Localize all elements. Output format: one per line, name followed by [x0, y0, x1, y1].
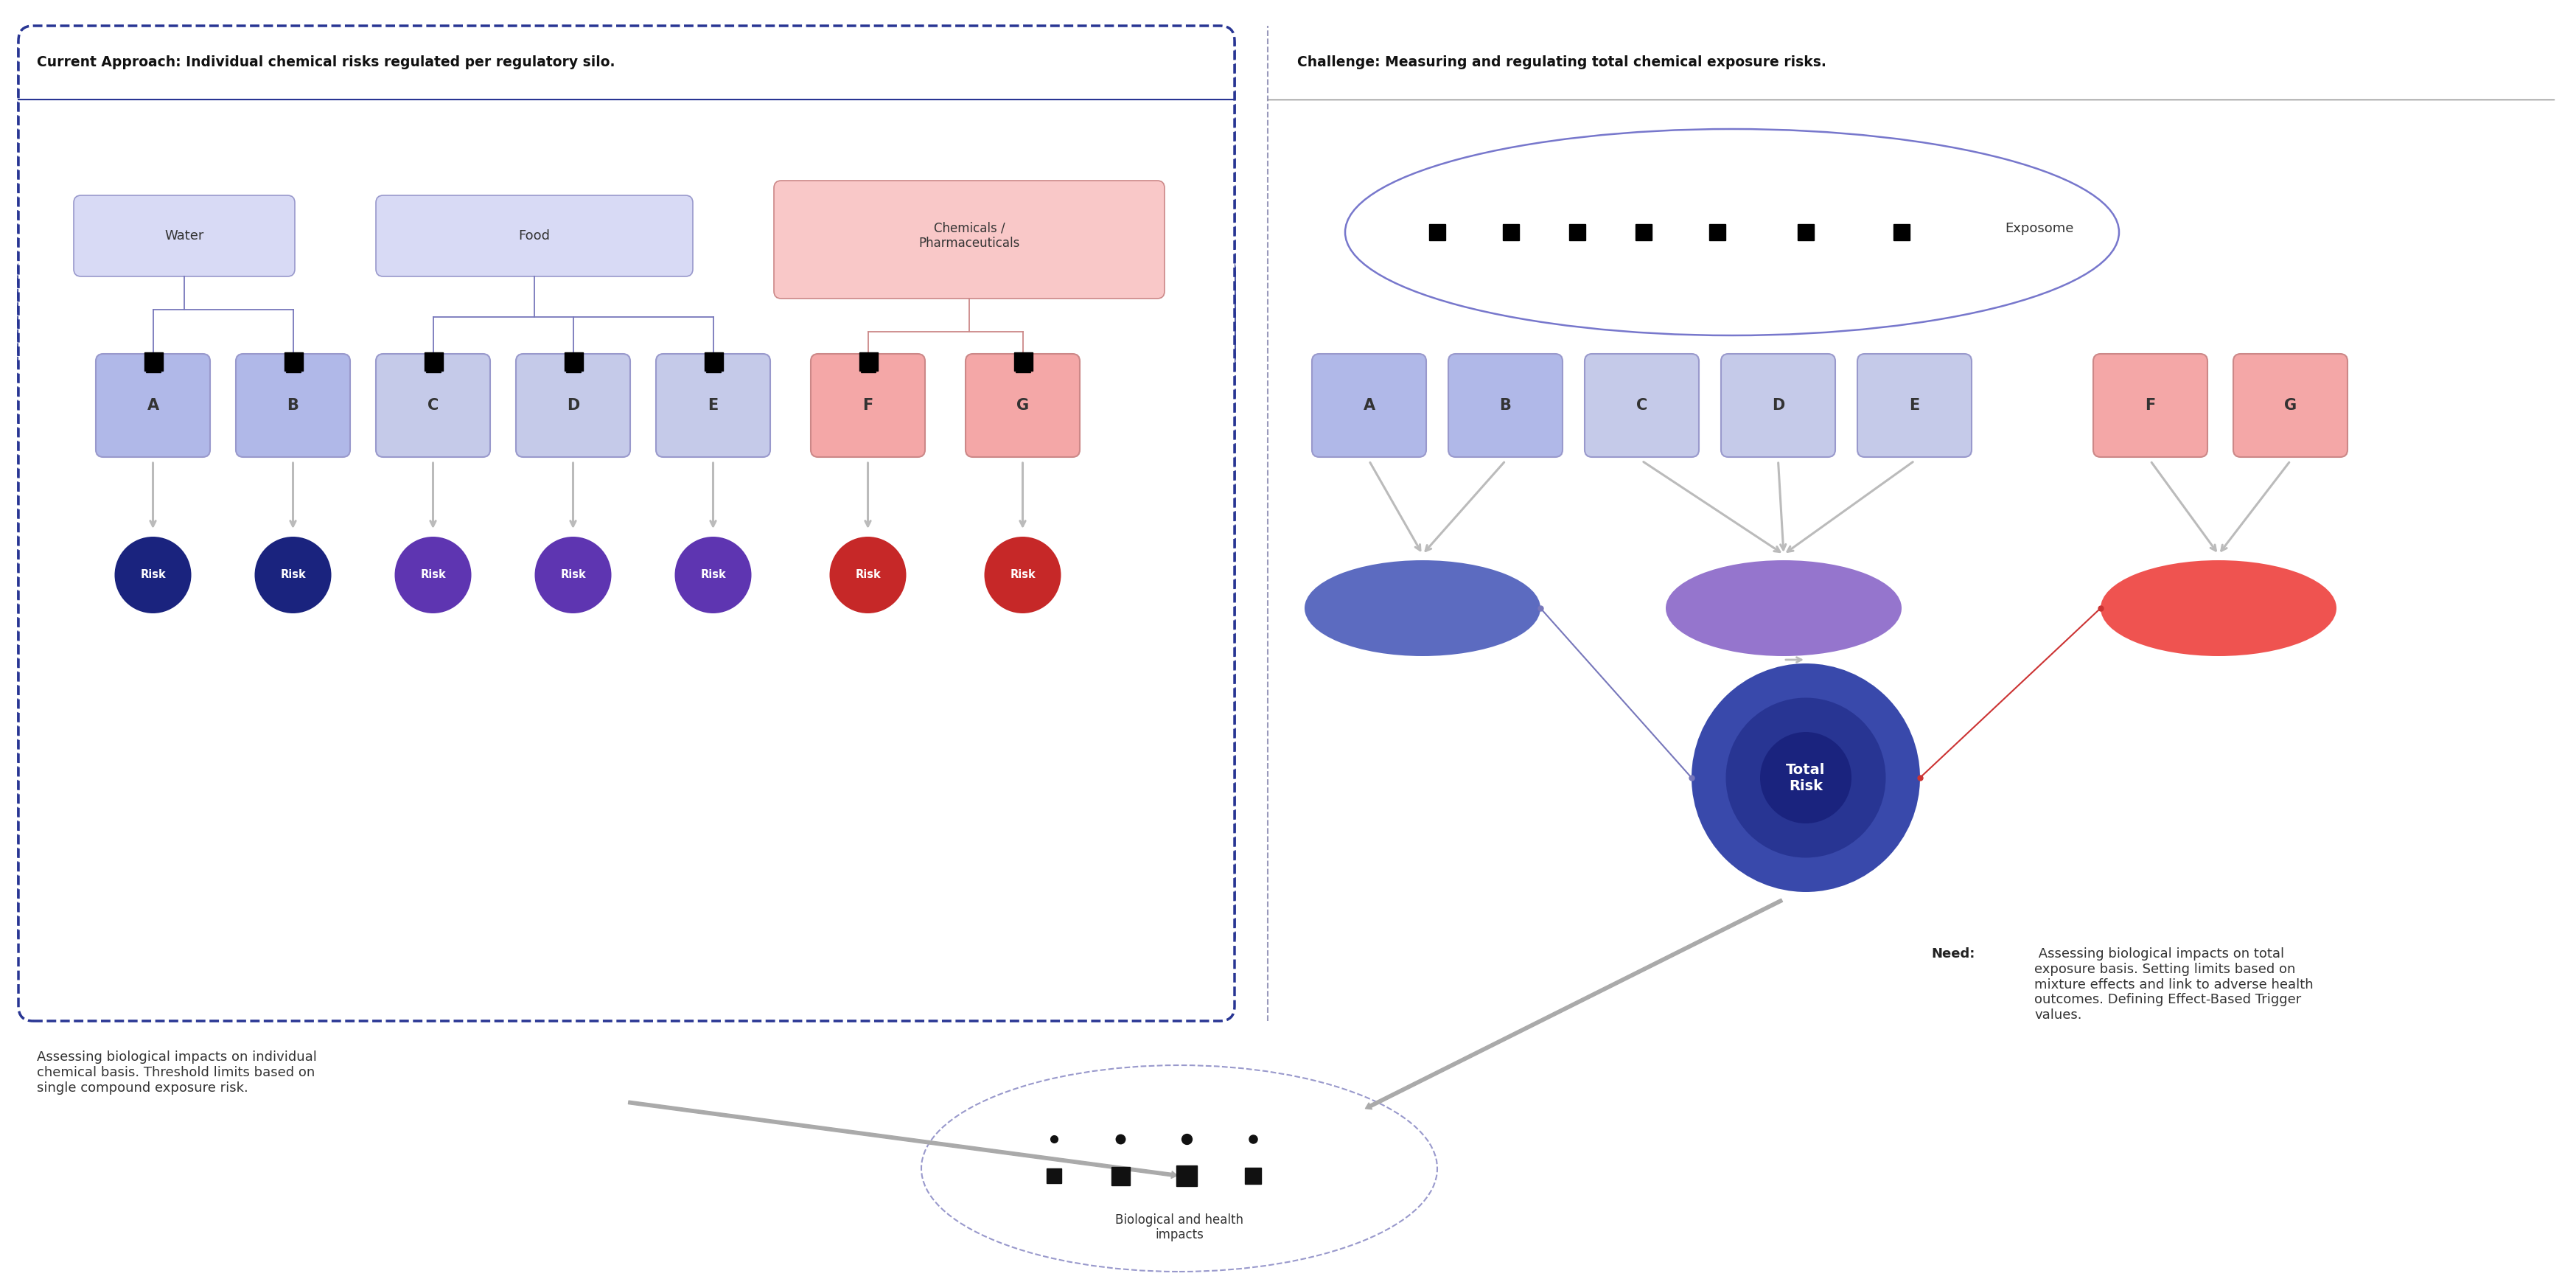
Text: Risk: Risk: [701, 569, 726, 581]
FancyBboxPatch shape: [2094, 354, 2208, 457]
Text: Risk: Risk: [281, 569, 307, 581]
Text: B: B: [1499, 398, 1512, 413]
Text: Challenge: Measuring and regulating total chemical exposure risks.: Challenge: Measuring and regulating tota…: [1298, 56, 1826, 69]
Text: A: A: [147, 398, 160, 413]
FancyBboxPatch shape: [18, 258, 1234, 368]
FancyBboxPatch shape: [237, 354, 350, 457]
FancyBboxPatch shape: [515, 354, 631, 457]
FancyBboxPatch shape: [2233, 354, 2347, 457]
Text: Risk: Risk: [855, 569, 881, 581]
Text: B: B: [286, 398, 299, 413]
Text: Food: Food: [518, 229, 551, 243]
Circle shape: [675, 537, 752, 614]
FancyBboxPatch shape: [75, 196, 294, 276]
FancyBboxPatch shape: [1721, 354, 1834, 457]
Circle shape: [1726, 698, 1886, 858]
Text: Biological and health
impacts: Biological and health impacts: [1115, 1212, 1244, 1242]
FancyBboxPatch shape: [1584, 354, 1700, 457]
FancyBboxPatch shape: [657, 354, 770, 457]
Text: Water: Water: [165, 229, 204, 243]
Text: G: G: [1018, 398, 1028, 413]
FancyBboxPatch shape: [811, 354, 925, 457]
Text: Current Approach: Individual chemical risks regulated per regulatory silo.: Current Approach: Individual chemical ri…: [36, 56, 616, 69]
Circle shape: [1759, 732, 1852, 824]
Ellipse shape: [2099, 560, 2336, 656]
Circle shape: [113, 537, 191, 614]
Text: E: E: [1909, 398, 1919, 413]
Text: Risk: Risk: [1010, 569, 1036, 581]
Circle shape: [829, 537, 907, 614]
Ellipse shape: [922, 1065, 1437, 1271]
Ellipse shape: [1667, 560, 1901, 656]
FancyBboxPatch shape: [18, 26, 1234, 1021]
FancyBboxPatch shape: [773, 180, 1164, 298]
FancyBboxPatch shape: [1857, 354, 1971, 457]
Ellipse shape: [1303, 560, 1540, 656]
Text: A: A: [1363, 398, 1376, 413]
Text: D: D: [567, 398, 580, 413]
Circle shape: [984, 537, 1061, 614]
Text: G: G: [2285, 398, 2298, 413]
Text: F: F: [2146, 398, 2156, 413]
FancyBboxPatch shape: [376, 196, 693, 276]
Text: Total
Risk: Total Risk: [1785, 762, 1826, 793]
Text: D: D: [1772, 398, 1785, 413]
FancyBboxPatch shape: [1311, 354, 1427, 457]
FancyBboxPatch shape: [376, 354, 489, 457]
Circle shape: [536, 537, 611, 614]
Text: Exposome: Exposome: [2004, 221, 2074, 235]
Text: Risk: Risk: [139, 569, 165, 581]
Text: Chemicals /
Pharmaceuticals: Chemicals / Pharmaceuticals: [920, 221, 1020, 251]
Text: C: C: [1636, 398, 1649, 413]
Text: C: C: [428, 398, 438, 413]
Text: Risk: Risk: [559, 569, 585, 581]
FancyBboxPatch shape: [1448, 354, 1564, 457]
Text: Assessing biological impacts on total
exposure basis. Setting limits based on
mi: Assessing biological impacts on total ex…: [2035, 948, 2313, 1022]
Ellipse shape: [1345, 129, 2120, 335]
Text: F: F: [863, 398, 873, 413]
Text: Need:: Need:: [1932, 948, 1976, 961]
Text: E: E: [708, 398, 719, 413]
Text: Assessing biological impacts on individual
chemical basis. Threshold limits base: Assessing biological impacts on individu…: [36, 1050, 317, 1095]
FancyBboxPatch shape: [966, 354, 1079, 457]
FancyBboxPatch shape: [95, 354, 211, 457]
Circle shape: [255, 537, 332, 614]
Text: Risk: Risk: [420, 569, 446, 581]
Circle shape: [1692, 664, 1919, 891]
Circle shape: [394, 537, 471, 614]
FancyBboxPatch shape: [18, 33, 1234, 948]
